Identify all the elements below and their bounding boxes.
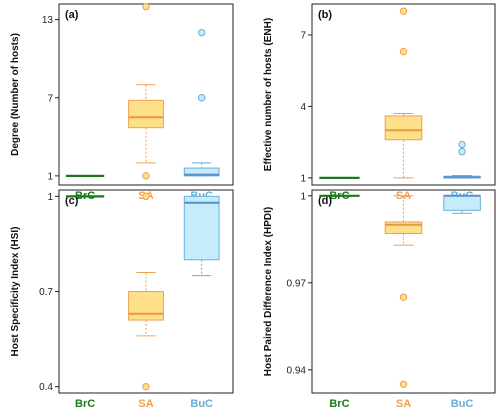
y-tick-label: 0.7 [39,287,53,298]
x-category-label: SA [396,398,411,410]
panel-label: (b) [318,9,332,21]
plot-frame [311,189,496,394]
y-tick-label: 1 [300,173,306,184]
outlier-point [197,94,206,102]
outlier-point [458,140,466,149]
outlier-point [142,382,150,391]
x-category-label: SA [138,398,153,410]
y-tick-label: 4 [300,102,306,113]
box-sa-body [128,291,164,321]
outlier-point [142,192,150,201]
y-axis-label: Effective number of hosts (ENH) [263,18,274,171]
outlier-point [399,380,408,388]
box-buc-body [443,195,481,211]
box-buc-body [183,195,220,261]
box-sa-body [384,115,423,141]
plot-frame [311,3,496,186]
panel-label: (a) [65,9,79,21]
panel-label: (c) [65,195,79,207]
outlier-point [399,7,408,15]
outlier-point [458,147,466,156]
y-axis-label: Degree (Number of hosts) [10,33,21,156]
box-sa-body [128,99,164,129]
y-axis-label: Host Specificity Index (HSI) [10,226,21,356]
outlier-point [399,47,408,56]
y-tick-label: 0.4 [39,382,53,393]
outlier-point [142,2,150,11]
y-tick-label: 0.94 [287,365,307,376]
y-tick-label: 13 [42,15,54,26]
x-category-label: BuC [190,398,213,410]
y-tick-label: 1 [47,192,53,203]
outlier-point [197,28,206,37]
y-axis-label: Host Paired Difference Index (HPDI) [263,207,274,376]
box-buc-body [183,167,220,177]
x-category-label: BrC [75,398,95,410]
y-tick-label: 1 [47,171,53,182]
box-sa-body [384,221,423,234]
panel-label: (d) [318,195,332,207]
x-category-label: BuC [451,398,474,410]
y-tick-label: 7 [300,30,306,41]
outlier-point [142,172,150,180]
y-tick-label: 1 [300,191,306,202]
outlier-point [399,293,408,301]
y-tick-label: 7 [47,93,53,104]
y-tick-label: 0.97 [287,278,307,289]
x-category-label: BrC [329,398,349,410]
